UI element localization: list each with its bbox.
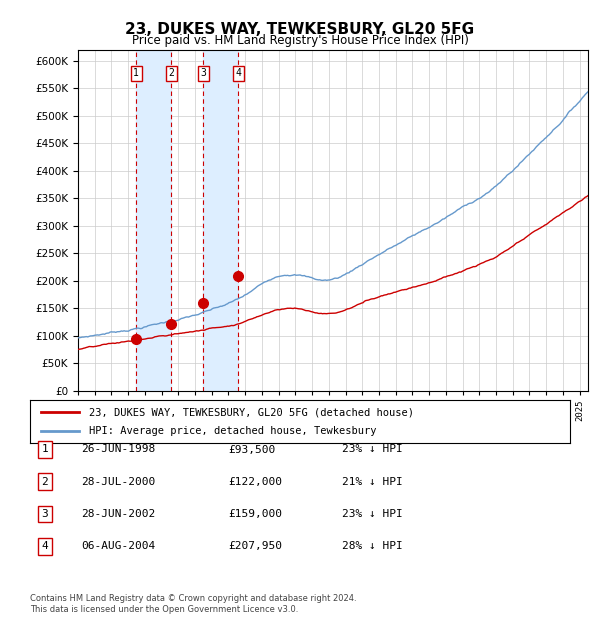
Text: HPI: Average price, detached house, Tewkesbury: HPI: Average price, detached house, Tewk… [89, 426, 377, 436]
Text: 4: 4 [41, 541, 49, 551]
Text: 3: 3 [41, 509, 49, 519]
Text: £93,500: £93,500 [228, 445, 275, 454]
Text: £122,000: £122,000 [228, 477, 282, 487]
Text: 3: 3 [200, 68, 206, 79]
Text: 23% ↓ HPI: 23% ↓ HPI [342, 445, 403, 454]
Text: 23% ↓ HPI: 23% ↓ HPI [342, 509, 403, 519]
Text: 1: 1 [41, 445, 49, 454]
Text: 4: 4 [236, 68, 241, 79]
Text: 23, DUKES WAY, TEWKESBURY, GL20 5FG: 23, DUKES WAY, TEWKESBURY, GL20 5FG [125, 22, 475, 37]
Text: Price paid vs. HM Land Registry's House Price Index (HPI): Price paid vs. HM Land Registry's House … [131, 34, 469, 47]
Text: 2: 2 [41, 477, 49, 487]
Text: £159,000: £159,000 [228, 509, 282, 519]
Text: 06-AUG-2004: 06-AUG-2004 [81, 541, 155, 551]
Text: 21% ↓ HPI: 21% ↓ HPI [342, 477, 403, 487]
Text: 28% ↓ HPI: 28% ↓ HPI [342, 541, 403, 551]
Text: 28-JUN-2002: 28-JUN-2002 [81, 509, 155, 519]
Text: 28-JUL-2000: 28-JUL-2000 [81, 477, 155, 487]
Text: 23, DUKES WAY, TEWKESBURY, GL20 5FG (detached house): 23, DUKES WAY, TEWKESBURY, GL20 5FG (det… [89, 407, 415, 417]
Bar [136, 50, 171, 391]
Text: Contains HM Land Registry data © Crown copyright and database right 2024.
This d: Contains HM Land Registry data © Crown c… [30, 595, 356, 614]
Text: 26-JUN-1998: 26-JUN-1998 [81, 445, 155, 454]
Bar [203, 50, 238, 391]
Text: 1: 1 [133, 68, 139, 79]
Text: £207,950: £207,950 [228, 541, 282, 551]
Text: 2: 2 [168, 68, 174, 79]
